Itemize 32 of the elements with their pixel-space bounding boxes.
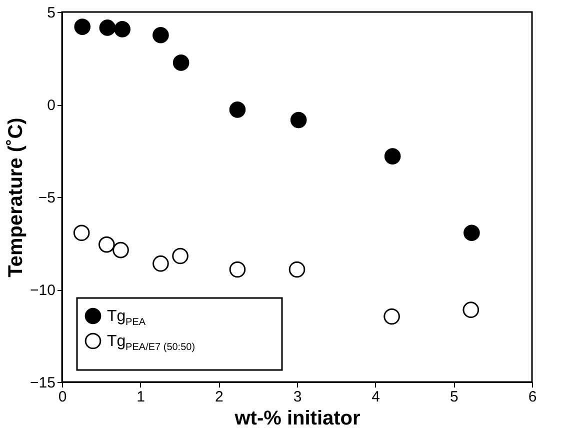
point [464, 224, 480, 242]
point [172, 54, 190, 71]
point [172, 248, 188, 264]
y-tick-label: −5 [38, 190, 56, 206]
x-tick-label: 6 [528, 388, 537, 406]
y-tick-label: 0 [47, 97, 56, 114]
x-tick-label: 3 [293, 388, 302, 406]
y-tick-label: −15 [30, 374, 56, 392]
point [152, 255, 169, 272]
point [384, 308, 400, 325]
point [99, 20, 116, 36]
point [462, 302, 480, 318]
point [114, 21, 130, 38]
point [288, 261, 306, 278]
point [229, 102, 246, 118]
y-tick-label: 5 [47, 4, 56, 22]
point [384, 148, 401, 164]
point [152, 26, 169, 44]
x-tick-label: 2 [214, 388, 224, 406]
y-axis-title: Temperature (˚C) [5, 118, 28, 278]
y-tick-label: −10 [30, 282, 56, 299]
point [98, 236, 115, 253]
point [74, 18, 91, 35]
point [229, 261, 246, 278]
point [112, 242, 129, 258]
x-tick-label: 4 [372, 388, 380, 406]
point [73, 224, 90, 242]
point [290, 112, 307, 128]
x-axis-title: wt-% initiator [234, 408, 360, 430]
x-tick-label: 1 [136, 388, 146, 406]
x-tick-label: 5 [450, 388, 458, 406]
x-tick-label: 0 [58, 388, 67, 406]
